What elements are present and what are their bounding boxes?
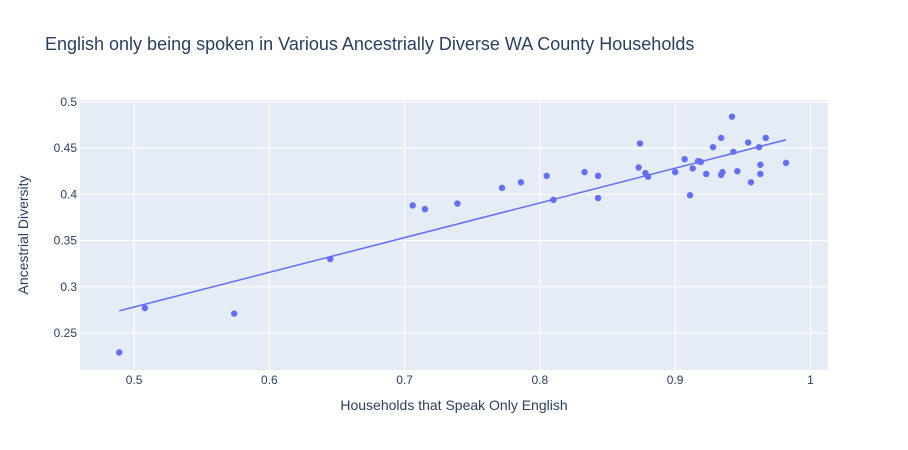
y-axis-title: Ancestrial Diversity bbox=[15, 175, 31, 294]
data-point bbox=[689, 165, 696, 172]
y-tick-label: 0.3 bbox=[60, 280, 77, 294]
y-tick-label: 0.25 bbox=[54, 326, 78, 340]
x-axis-title: Households that Speak Only English bbox=[340, 397, 567, 413]
data-point bbox=[421, 205, 429, 213]
data-point bbox=[644, 173, 652, 180]
data-point bbox=[230, 310, 238, 317]
x-axis-ticks: 0.5 0.6 0.7 0.8 0.9 1 bbox=[126, 373, 814, 387]
data-point bbox=[703, 170, 710, 178]
data-point bbox=[141, 304, 149, 312]
data-point bbox=[762, 134, 769, 142]
data-point bbox=[681, 155, 688, 163]
chart-title: English only being spoken in Various Anc… bbox=[45, 34, 694, 54]
data-point bbox=[327, 255, 334, 263]
x-tick-label: 0.6 bbox=[261, 373, 278, 387]
data-point bbox=[543, 172, 550, 180]
x-tick-label: 0.8 bbox=[532, 373, 549, 387]
x-tick-label: 0.9 bbox=[667, 373, 684, 387]
plot-area bbox=[80, 100, 828, 370]
data-point bbox=[671, 168, 679, 176]
y-axis-ticks: 0.25 0.3 0.35 0.4 0.45 0.5 bbox=[54, 95, 78, 340]
data-point bbox=[517, 179, 525, 186]
data-point bbox=[730, 148, 737, 155]
data-point bbox=[697, 158, 705, 166]
data-point bbox=[498, 184, 506, 192]
y-tick-label: 0.45 bbox=[54, 141, 78, 155]
data-point bbox=[636, 140, 644, 147]
data-point bbox=[454, 200, 461, 207]
x-tick-label: 1 bbox=[807, 373, 814, 387]
data-point bbox=[686, 192, 694, 199]
data-point bbox=[728, 113, 736, 120]
data-points bbox=[116, 113, 790, 356]
data-point bbox=[744, 139, 752, 146]
data-point bbox=[757, 170, 764, 178]
data-point bbox=[734, 167, 741, 175]
y-tick-label: 0.35 bbox=[54, 234, 78, 248]
data-point bbox=[409, 202, 416, 209]
y-tick-label: 0.4 bbox=[60, 187, 77, 201]
grid-lines bbox=[80, 100, 828, 370]
data-point bbox=[635, 164, 642, 171]
data-point bbox=[550, 196, 557, 204]
x-tick-label: 0.5 bbox=[126, 373, 143, 387]
data-point bbox=[757, 161, 764, 168]
trendline-layer bbox=[119, 139, 787, 312]
data-point bbox=[709, 143, 717, 151]
data-point bbox=[747, 179, 755, 186]
trendline bbox=[119, 139, 787, 312]
data-point bbox=[116, 349, 123, 356]
data-point bbox=[594, 194, 602, 202]
data-point bbox=[782, 159, 790, 167]
data-point bbox=[717, 134, 725, 142]
y-tick-label: 0.5 bbox=[60, 95, 77, 109]
data-point bbox=[581, 168, 588, 176]
x-tick-label: 0.7 bbox=[396, 373, 413, 387]
data-point bbox=[755, 143, 763, 151]
data-point bbox=[594, 172, 602, 180]
data-point bbox=[719, 168, 726, 176]
